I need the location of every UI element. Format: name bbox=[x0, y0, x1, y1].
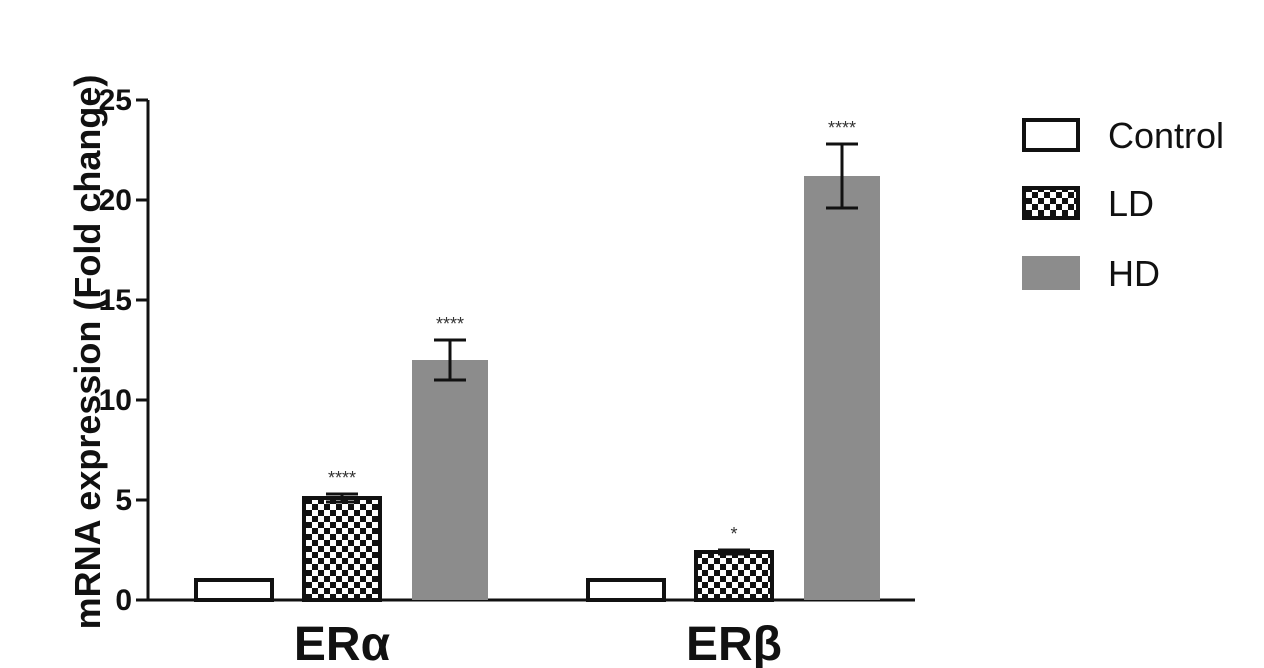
legend-swatch-ld bbox=[1022, 186, 1080, 220]
legend: Control LD HD bbox=[1022, 115, 1224, 294]
x-tick-labels: ERα ERβ bbox=[294, 618, 782, 668]
legend-label-control: Control bbox=[1108, 115, 1224, 156]
y-tick-label: 10 bbox=[99, 384, 132, 417]
legend-swatch-hd bbox=[1022, 256, 1080, 290]
bar-hd-er-alpha bbox=[412, 360, 488, 600]
significance-marker: **** bbox=[436, 314, 464, 334]
bar-ld-er-alpha bbox=[302, 496, 382, 602]
y-tick-label: 20 bbox=[99, 184, 132, 217]
x-tick-label: ERα bbox=[294, 618, 391, 668]
bar-control-er-beta bbox=[586, 578, 666, 602]
y-tick-label: 25 bbox=[99, 84, 132, 117]
significance-marker: **** bbox=[328, 468, 356, 488]
significance-marker: **** bbox=[828, 118, 856, 138]
y-axis-label: mRNA expression (Fold change) bbox=[67, 75, 108, 630]
y-ticks: 0 5 10 15 20 25 bbox=[99, 84, 148, 617]
bar-hd-er-beta bbox=[804, 176, 880, 600]
bars: ************* bbox=[194, 118, 880, 602]
legend-label-hd: HD bbox=[1108, 253, 1160, 294]
bar-ld-er-beta bbox=[694, 550, 774, 602]
legend-label-ld: LD bbox=[1108, 183, 1154, 224]
legend-swatch-control bbox=[1022, 118, 1080, 152]
y-tick-label: 15 bbox=[99, 284, 132, 317]
bar-control-er-alpha bbox=[194, 578, 274, 602]
y-tick-label: 5 bbox=[115, 484, 132, 517]
y-tick-label: 0 bbox=[115, 584, 132, 617]
x-tick-label: ERβ bbox=[686, 618, 782, 668]
significance-marker: * bbox=[730, 524, 737, 544]
